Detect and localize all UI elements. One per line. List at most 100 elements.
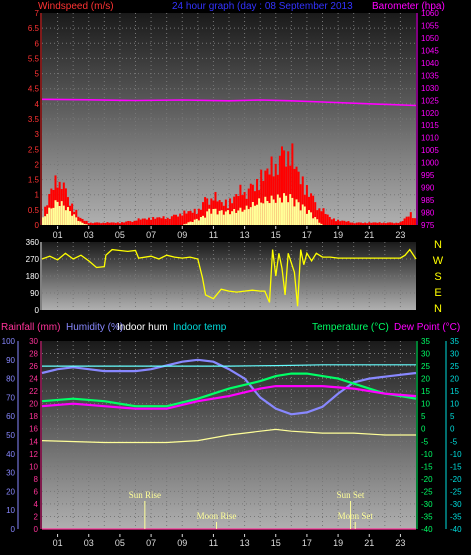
windspeed-bar (98, 222, 101, 225)
windspeed-bar (366, 223, 369, 225)
rain-tick-label: 26 (29, 362, 38, 371)
wind-tick-label: 2.5 (28, 145, 40, 154)
gust-bar (226, 210, 229, 225)
gust-bar (268, 203, 271, 225)
windspeed-bar (81, 218, 84, 225)
gust-bar (218, 210, 221, 225)
windspeed-bar (158, 217, 161, 225)
winddir-tick-label: 0 (35, 306, 40, 315)
dewpoint-tick-label: 20 (450, 375, 459, 384)
gust-bar (299, 210, 302, 225)
windspeed-bar (378, 222, 381, 225)
time-tick-label: 15 (271, 538, 281, 548)
windspeed-bar (112, 222, 115, 225)
windspeed-bar (374, 222, 377, 225)
windspeed-bar (191, 212, 194, 225)
gust-bar (235, 212, 238, 225)
windspeed-bar (413, 218, 416, 225)
baro-tick-label: 985 (421, 196, 435, 205)
gust-bar (241, 211, 244, 225)
windspeed-bar (229, 198, 232, 225)
dewpoint-tick-label: -25 (450, 487, 462, 496)
temp-tick-label: -5 (421, 437, 429, 446)
baro-tick-label: 1060 (421, 9, 439, 18)
gust-bar (280, 202, 283, 225)
gust-bar (266, 201, 269, 225)
gust-bar (202, 215, 205, 225)
temp-tick-label: -20 (421, 475, 433, 484)
temperature-line (41, 372, 417, 408)
windspeed-bar (362, 223, 365, 225)
baro-tick-label: 1045 (421, 46, 439, 55)
windspeed-bar (316, 210, 319, 225)
gust-bar (293, 206, 296, 225)
windspeed-bar (168, 218, 171, 225)
windspeed-bar (204, 197, 207, 225)
event-label: Sun Rise (129, 490, 161, 500)
windspeed-bar (343, 220, 346, 225)
temp-tick-label: 5 (421, 412, 426, 421)
wind-tick-label: 2 (35, 160, 40, 169)
time-tick-label: 05 (115, 538, 125, 548)
windspeed-bar (291, 143, 294, 225)
windspeed-bar (405, 216, 408, 225)
windspeed-bar (370, 222, 373, 225)
gust-bar (210, 213, 213, 225)
gust-bar (245, 205, 248, 225)
temp-tick-label: -30 (421, 500, 433, 509)
baro-tick-label: 995 (421, 171, 435, 180)
gust-bar (274, 202, 277, 225)
windspeed-bar (133, 220, 136, 225)
time-tick-label: 19 (333, 538, 343, 548)
gust-bar (52, 207, 55, 225)
gust-bar (314, 217, 317, 225)
gust-bar (272, 199, 275, 225)
rain-tick-label: 12 (29, 450, 38, 459)
windspeed-bar (131, 221, 134, 225)
dewpoint-tick-label: -5 (450, 437, 458, 446)
windspeed-bar (96, 222, 99, 225)
windspeed-bar (179, 213, 182, 225)
gust-bar (73, 214, 76, 225)
dewpoint-tick-label: -30 (450, 500, 462, 509)
windspeed-bar (256, 178, 259, 225)
gust-bar (199, 217, 202, 225)
gust-bar (291, 197, 294, 225)
windspeed-bar (150, 219, 153, 225)
windspeed-bar (283, 150, 286, 225)
gust-bar (285, 195, 288, 225)
windspeed-bar (77, 216, 80, 225)
humidity-tick-label: 70 (6, 393, 15, 402)
time-tick-label: 23 (395, 230, 405, 240)
gust-bar (204, 217, 207, 225)
windspeed-bar (318, 208, 321, 225)
windspeed-bar (349, 222, 352, 225)
compass-letter: S (434, 271, 441, 283)
rain-tick-label: 14 (29, 437, 38, 446)
windspeed-bar (341, 220, 344, 225)
windspeed-bar (52, 190, 55, 225)
baro-tick-label: 980 (421, 209, 435, 218)
gust-bar (307, 210, 310, 225)
event-label: Moon Set (338, 511, 374, 521)
windspeed-bar (297, 171, 300, 225)
gust-bar (46, 213, 49, 225)
windspeed-bar (355, 222, 358, 225)
windspeed-bar (395, 222, 398, 225)
dewpoint-line (41, 385, 417, 410)
windspeed-bar (357, 222, 360, 225)
windspeed-bar (71, 203, 74, 225)
windspeed-bar (166, 217, 169, 225)
windspeed-bar (328, 216, 331, 225)
windspeed-bar (116, 222, 119, 225)
gust-bar (214, 208, 217, 225)
dewpoint-tick-label: 35 (450, 337, 459, 346)
winddir-tick-label: 90 (30, 289, 39, 298)
dewpoint-tick-label: -10 (450, 450, 462, 459)
windspeed-bar (299, 184, 302, 225)
windspeed-bar (305, 184, 308, 225)
windspeed-bar (268, 174, 271, 225)
windspeed-bar (154, 218, 157, 225)
windspeed-bar (175, 214, 178, 225)
